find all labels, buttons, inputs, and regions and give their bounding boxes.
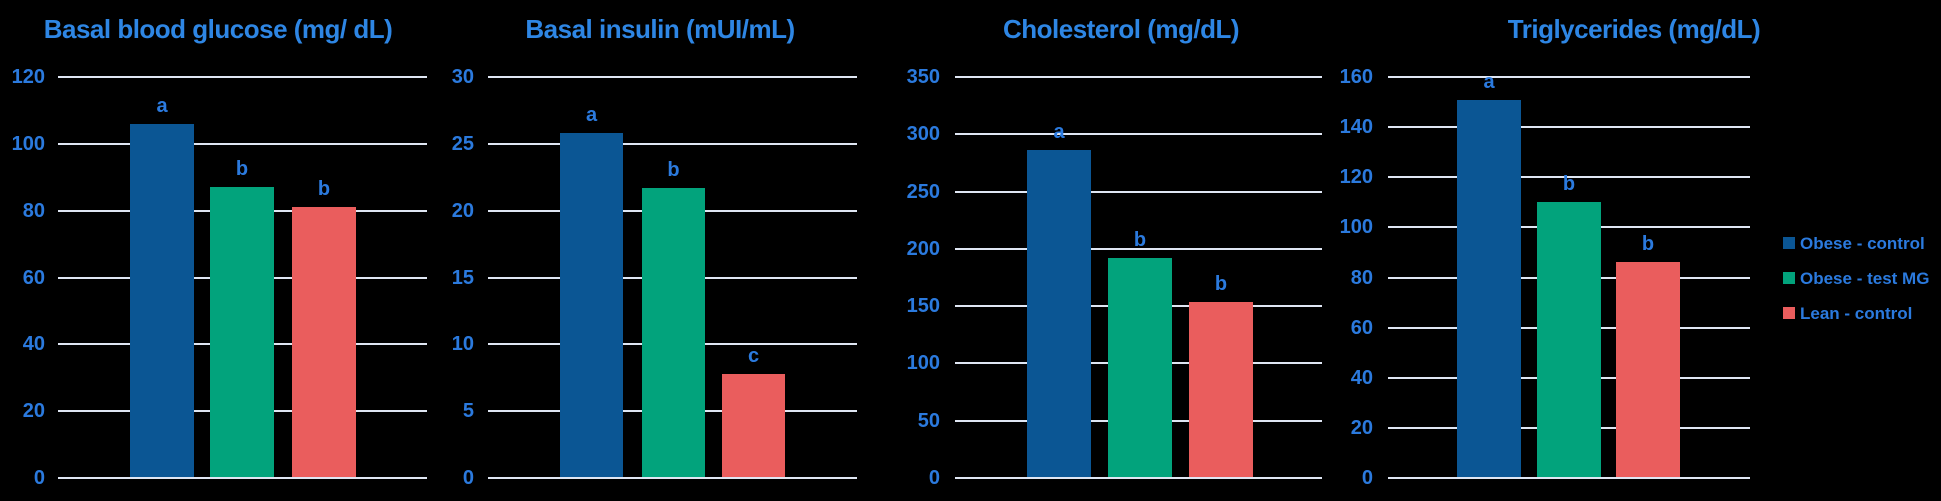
bar-lean-control bbox=[292, 207, 356, 478]
y-axis-tick-label: 100 bbox=[1339, 216, 1373, 239]
y-axis-tick-label: 80 bbox=[1350, 266, 1373, 289]
y-axis-tick-label: 120 bbox=[1339, 166, 1373, 189]
significance-letter: a bbox=[1053, 121, 1065, 144]
bar-obese-test-mg bbox=[1108, 258, 1172, 478]
significance-letter: c bbox=[747, 344, 760, 367]
significance-letter: b bbox=[667, 158, 680, 181]
y-axis-tick-label: 160 bbox=[1339, 66, 1373, 88]
y-axis-tick-label: 25 bbox=[451, 132, 474, 155]
bar-obese-control bbox=[130, 123, 194, 478]
y-axis-tick-label: 50 bbox=[917, 409, 940, 432]
significance-letter: b bbox=[1214, 272, 1228, 295]
gridline-y-120 bbox=[1388, 176, 1750, 179]
gridline-y-0 bbox=[488, 477, 857, 479]
y-axis-tick-label: 350 bbox=[906, 66, 940, 88]
gridline-y-350 bbox=[955, 76, 1322, 78]
y-axis-tick-label: 60 bbox=[22, 266, 45, 289]
y-axis-tick-label: 0 bbox=[33, 467, 45, 489]
y-axis-tick-label: 140 bbox=[1339, 116, 1373, 139]
significance-letter: a bbox=[1483, 70, 1495, 93]
y-axis-tick-label: 100 bbox=[906, 352, 940, 375]
y-axis-tick-label: 40 bbox=[22, 333, 45, 356]
bar-lean-control bbox=[1616, 262, 1680, 478]
y-axis-tick-label: 5 bbox=[462, 400, 474, 423]
legend-label: Obese - test MG bbox=[1800, 269, 1930, 288]
legend-label: Lean - control bbox=[1800, 304, 1913, 323]
significance-letter: b bbox=[317, 178, 331, 201]
y-axis-tick-label: 30 bbox=[451, 66, 474, 88]
gridline-y-300 bbox=[955, 133, 1322, 136]
bar-obese-test-mg bbox=[210, 187, 274, 478]
gridline-y-0 bbox=[1388, 477, 1750, 479]
chart-title: Basal blood glucose (mg/ dL) bbox=[43, 14, 393, 44]
gridline-y-250 bbox=[955, 190, 1322, 193]
gridline-y-25 bbox=[488, 142, 857, 145]
significance-letter: a bbox=[585, 104, 598, 127]
bar-obese-control bbox=[560, 133, 623, 478]
y-axis-tick-label: 20 bbox=[451, 199, 474, 222]
significance-letter: b bbox=[1641, 233, 1655, 256]
y-axis-tick-label: 120 bbox=[11, 66, 45, 88]
y-axis-tick-label: 10 bbox=[451, 333, 474, 356]
gridline-y-120 bbox=[58, 76, 427, 78]
y-axis-tick-label: 200 bbox=[906, 237, 940, 260]
y-axis-tick-label: 250 bbox=[906, 180, 940, 203]
bar-obese-test-mg bbox=[1537, 202, 1601, 478]
gridline-y-160 bbox=[1388, 76, 1750, 78]
y-axis-tick-label: 300 bbox=[906, 123, 940, 146]
significance-letter: b bbox=[1133, 229, 1147, 252]
y-axis-tick-label: 40 bbox=[1350, 366, 1373, 389]
gridline-y-200 bbox=[955, 247, 1322, 250]
y-axis-tick-label: 150 bbox=[906, 295, 940, 318]
gridline-y-0 bbox=[955, 477, 1322, 479]
bar-lean-control bbox=[722, 373, 785, 478]
chart-title: Basal insulin (mUI/mL) bbox=[525, 14, 795, 44]
legend-swatch-icon bbox=[1783, 237, 1795, 249]
y-axis-tick-label: 80 bbox=[22, 199, 45, 222]
y-axis-tick-label: 0 bbox=[1361, 467, 1373, 489]
y-axis-tick-label: 20 bbox=[22, 400, 45, 423]
significance-letter: b bbox=[235, 158, 249, 181]
y-axis-tick-label: 0 bbox=[928, 467, 940, 489]
y-axis-tick-label: 0 bbox=[462, 467, 474, 489]
y-axis-tick-label: 15 bbox=[451, 266, 474, 289]
gridline-y-140 bbox=[1388, 126, 1750, 129]
y-axis-tick-label: 60 bbox=[1350, 316, 1373, 339]
gridline-y-30 bbox=[488, 76, 857, 78]
y-axis-tick-label: 20 bbox=[1350, 416, 1373, 439]
chart-title: Cholesterol (mg/dL) bbox=[1002, 14, 1240, 44]
legend-swatch-icon bbox=[1783, 307, 1795, 319]
significance-letter: a bbox=[156, 94, 168, 117]
gridline-y-0 bbox=[58, 477, 427, 479]
bar-obese-control bbox=[1027, 150, 1091, 478]
bar-lean-control bbox=[1189, 301, 1253, 478]
gridline-y-100 bbox=[58, 142, 427, 145]
legend-label: Obese - control bbox=[1800, 234, 1925, 253]
chart-title: Triglycerides (mg/dL) bbox=[1507, 14, 1761, 44]
bar-obese-control bbox=[1457, 99, 1521, 478]
legend-swatch-icon bbox=[1783, 272, 1795, 284]
bar-obese-test-mg bbox=[642, 187, 705, 478]
y-axis-tick-label: 100 bbox=[11, 132, 45, 155]
significance-letter: b bbox=[1562, 173, 1576, 196]
